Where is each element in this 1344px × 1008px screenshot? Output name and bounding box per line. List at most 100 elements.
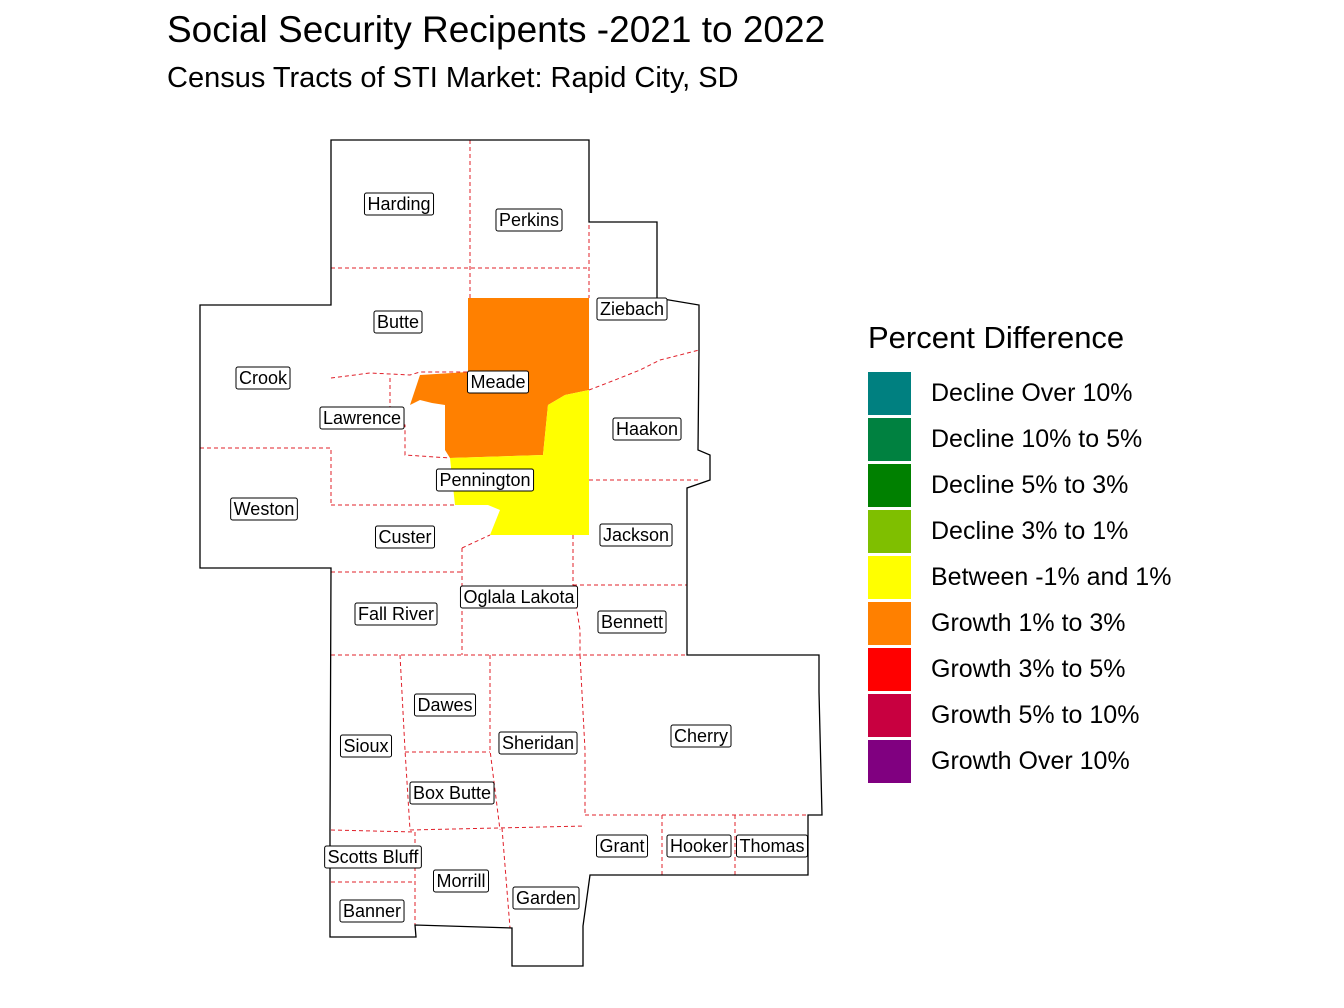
county-label-bennett: Bennett bbox=[597, 610, 667, 634]
label-box bbox=[512, 886, 580, 910]
county-name: Jackson bbox=[603, 525, 669, 545]
county-name: Lawrence bbox=[323, 408, 401, 428]
legend-item: Decline 3% to 1% bbox=[868, 508, 1171, 554]
county-name: Sioux bbox=[343, 736, 388, 756]
county-label-dawes: Dawes bbox=[413, 693, 477, 717]
label-box bbox=[354, 602, 438, 626]
county-label-morrill: Morrill bbox=[433, 869, 489, 893]
legend-item: Decline 5% to 3% bbox=[868, 462, 1171, 508]
county-name: Garden bbox=[516, 888, 576, 908]
label-box bbox=[495, 208, 563, 232]
legend-item: Growth 1% to 3% bbox=[868, 600, 1171, 646]
county-label-weston: Weston bbox=[230, 497, 298, 521]
county-name: Haakon bbox=[616, 419, 678, 439]
legend-label: Decline Over 10% bbox=[931, 378, 1133, 407]
legend-label: Growth 1% to 3% bbox=[931, 609, 1126, 638]
county-label-fall-river: Fall River bbox=[354, 602, 438, 626]
legend-label: Growth Over 10% bbox=[931, 747, 1130, 776]
county-name: Pennington bbox=[439, 470, 530, 490]
label-box bbox=[324, 845, 422, 869]
county-name: Butte bbox=[377, 312, 419, 332]
legend-item: Growth 3% to 5% bbox=[868, 647, 1171, 693]
county-label-jackson: Jackson bbox=[599, 523, 673, 547]
label-box bbox=[374, 525, 436, 549]
county-label-meade: Meade bbox=[466, 370, 530, 394]
county-name: Morrill bbox=[437, 871, 486, 891]
county-name: Dawes bbox=[417, 695, 472, 715]
county-label-sheridan: Sheridan bbox=[498, 731, 578, 755]
county-name: Crook bbox=[239, 368, 288, 388]
legend-title: Percent Difference bbox=[868, 320, 1125, 355]
legend-item: Decline Over 10% bbox=[868, 370, 1171, 416]
label-box bbox=[666, 834, 732, 858]
label-box bbox=[466, 370, 530, 394]
legend-label: Decline 5% to 3% bbox=[931, 470, 1129, 499]
map-subtitle: Census Tracts of STI Market: Rapid City,… bbox=[167, 62, 739, 94]
county-name: Cherry bbox=[674, 726, 728, 746]
county-label-pennington: Pennington bbox=[435, 468, 535, 492]
label-box bbox=[230, 497, 298, 521]
legend: Percent Difference Decline Over 10% Decli… bbox=[868, 320, 1171, 785]
county-label-ziebach: Ziebach bbox=[596, 297, 668, 321]
county-name: Sheridan bbox=[502, 733, 574, 753]
county-label-cherry: Cherry bbox=[670, 724, 732, 748]
label-box bbox=[596, 297, 668, 321]
legend-swatch bbox=[868, 648, 911, 692]
label-box bbox=[735, 834, 809, 858]
county-label-harding: Harding bbox=[363, 192, 435, 216]
label-box bbox=[235, 366, 291, 390]
label-box bbox=[498, 731, 578, 755]
label-box bbox=[339, 899, 405, 923]
legend-label: Decline 3% to 1% bbox=[931, 516, 1129, 545]
legend-item: Between -1% and 1% bbox=[868, 554, 1171, 600]
county-label-grant: Grant bbox=[595, 834, 649, 858]
label-box bbox=[597, 610, 667, 634]
county-name: Fall River bbox=[358, 604, 434, 624]
county-name: Weston bbox=[234, 499, 295, 519]
legend-swatch bbox=[868, 555, 911, 599]
county-name: Meade bbox=[470, 372, 525, 392]
county-label-haakon: Haakon bbox=[612, 417, 682, 441]
label-box bbox=[319, 406, 405, 430]
label-box bbox=[612, 417, 682, 441]
legend-label: Growth 3% to 5% bbox=[931, 655, 1126, 684]
county-name: Bennett bbox=[601, 612, 663, 632]
label-box bbox=[339, 734, 393, 758]
county-label-butte: Butte bbox=[373, 310, 423, 334]
label-box bbox=[373, 310, 423, 334]
county-label-oglala-lakota: Oglala Lakota bbox=[459, 585, 579, 609]
county-map: Harding Perkins Butte Ziebach Crook Meade Lawr… bbox=[199, 139, 823, 967]
legend-swatch bbox=[868, 694, 911, 738]
market-outline bbox=[199, 139, 823, 967]
legend-label: Growth 5% to 10% bbox=[931, 701, 1140, 730]
county-name: Harding bbox=[367, 194, 430, 214]
label-box bbox=[409, 781, 495, 805]
county-label-hooker: Hooker bbox=[666, 834, 732, 858]
legend-item: Decline 10% to 5% bbox=[868, 416, 1171, 462]
legend-label: Decline 10% to 5% bbox=[931, 424, 1143, 453]
legend-swatch bbox=[868, 740, 911, 784]
county-name: Banner bbox=[343, 901, 401, 921]
county-label-sioux: Sioux bbox=[339, 734, 393, 758]
county-name: Hooker bbox=[670, 836, 728, 856]
label-box bbox=[413, 693, 477, 717]
legend-swatch bbox=[868, 417, 911, 461]
county-label-banner: Banner bbox=[339, 899, 405, 923]
county-name: Ziebach bbox=[600, 299, 664, 319]
pennington-region[interactable] bbox=[450, 390, 589, 535]
label-box bbox=[363, 192, 435, 216]
county-label-thomas: Thomas bbox=[735, 834, 809, 858]
county-name: Perkins bbox=[499, 210, 559, 230]
label-box bbox=[433, 869, 489, 893]
legend-swatch bbox=[868, 371, 911, 415]
label-box bbox=[435, 468, 535, 492]
label-box bbox=[595, 834, 649, 858]
legend-swatch bbox=[868, 463, 911, 507]
county-label-crook: Crook bbox=[235, 366, 291, 390]
county-name: Scotts Bluff bbox=[328, 847, 420, 867]
label-box bbox=[599, 523, 673, 547]
label-box bbox=[670, 724, 732, 748]
county-label-box-butte: Box Butte bbox=[409, 781, 495, 805]
legend-item: Growth Over 10% bbox=[868, 739, 1171, 785]
county-label-lawrence: Lawrence bbox=[319, 406, 405, 430]
